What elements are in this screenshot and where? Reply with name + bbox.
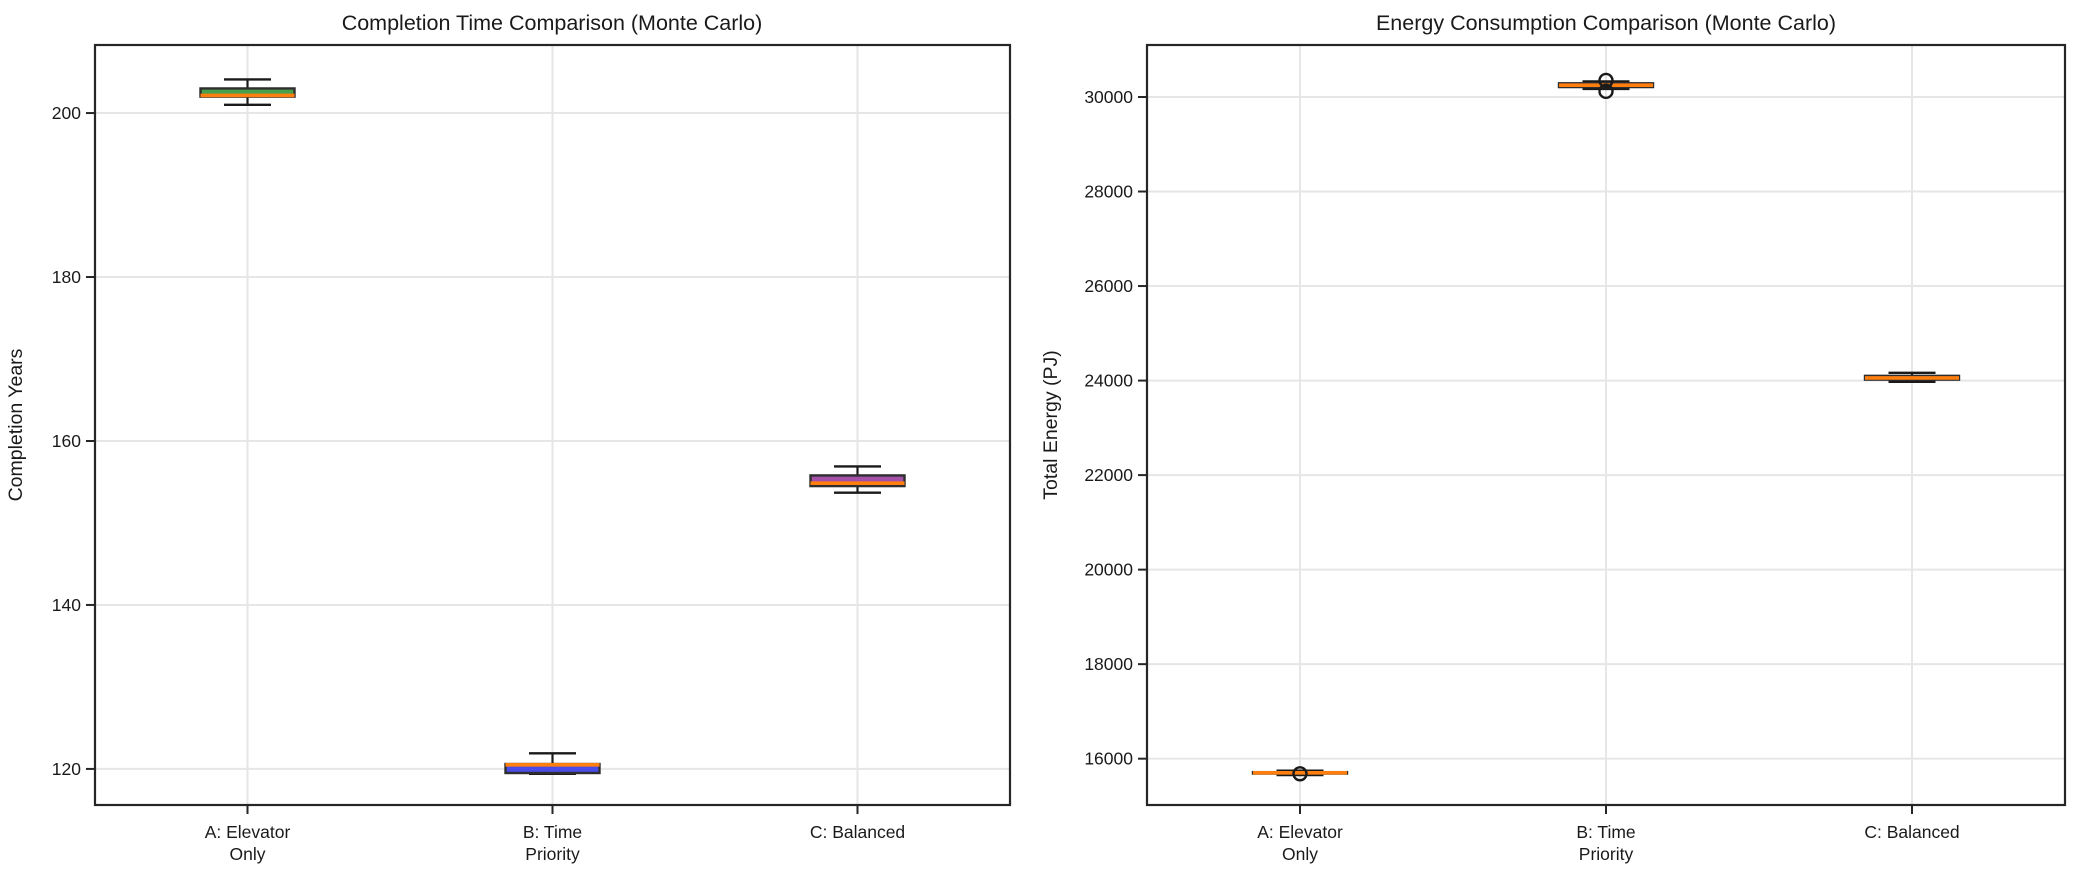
x-tick-label: Priority bbox=[525, 844, 580, 864]
y-tick-label: 120 bbox=[52, 759, 81, 779]
completion-time-boxplot-svg: Completion Time Comparison (Monte Carlo)… bbox=[5, 11, 1012, 864]
y-tick-label: 180 bbox=[52, 267, 81, 287]
y-tick-label: 160 bbox=[52, 431, 81, 451]
completion-time-chart-panel: Completion Time Comparison (Monte Carlo)… bbox=[0, 0, 1042, 878]
y-tick-label: 28000 bbox=[1084, 182, 1133, 202]
x-tick-label: A: Elevator bbox=[1257, 822, 1343, 842]
outlier-marker bbox=[1598, 83, 1614, 100]
box bbox=[809, 474, 906, 488]
chart-title: Energy Consumption Comparison (Monte Car… bbox=[1376, 11, 1836, 35]
y-tick-label: 26000 bbox=[1084, 276, 1133, 296]
x-tick-label: C: Balanced bbox=[810, 822, 905, 842]
x-tick-label: Priority bbox=[1579, 844, 1634, 864]
y-tick-label: 20000 bbox=[1084, 560, 1133, 580]
outlier-marker bbox=[1292, 766, 1308, 782]
outlier-marker bbox=[1598, 72, 1614, 89]
energy-consumption-chart-panel: Energy Consumption Comparison (Monte Car… bbox=[1043, 0, 2085, 878]
y-tick-label: 18000 bbox=[1084, 654, 1133, 674]
x-tick-label: C: Balanced bbox=[1864, 822, 1959, 842]
x-tick-label: A: Elevator bbox=[205, 822, 291, 842]
chart-title: Completion Time Comparison (Monte Carlo) bbox=[342, 11, 763, 35]
y-tick-label: 30000 bbox=[1084, 87, 1133, 107]
axes-frame bbox=[1145, 43, 2067, 807]
energy-consumption-boxplot-svg: Energy Consumption Comparison (Monte Car… bbox=[1043, 11, 2067, 864]
x-tick-label: Only bbox=[230, 844, 266, 864]
x-tick-label: B: Time bbox=[1576, 822, 1635, 842]
y-axis-label: Completion Years bbox=[5, 348, 27, 501]
axes-frame bbox=[93, 43, 1012, 807]
y-axis-label: Total Energy (PJ) bbox=[1043, 350, 1062, 500]
y-tick-label: 24000 bbox=[1084, 371, 1133, 391]
x-tick-label: Only bbox=[1282, 844, 1318, 864]
y-tick-label: 200 bbox=[52, 103, 81, 123]
y-tick-label: 16000 bbox=[1084, 749, 1133, 769]
y-tick-label: 22000 bbox=[1084, 465, 1133, 485]
x-tick-label: B: Time bbox=[523, 822, 582, 842]
y-tick-label: 140 bbox=[52, 595, 81, 615]
